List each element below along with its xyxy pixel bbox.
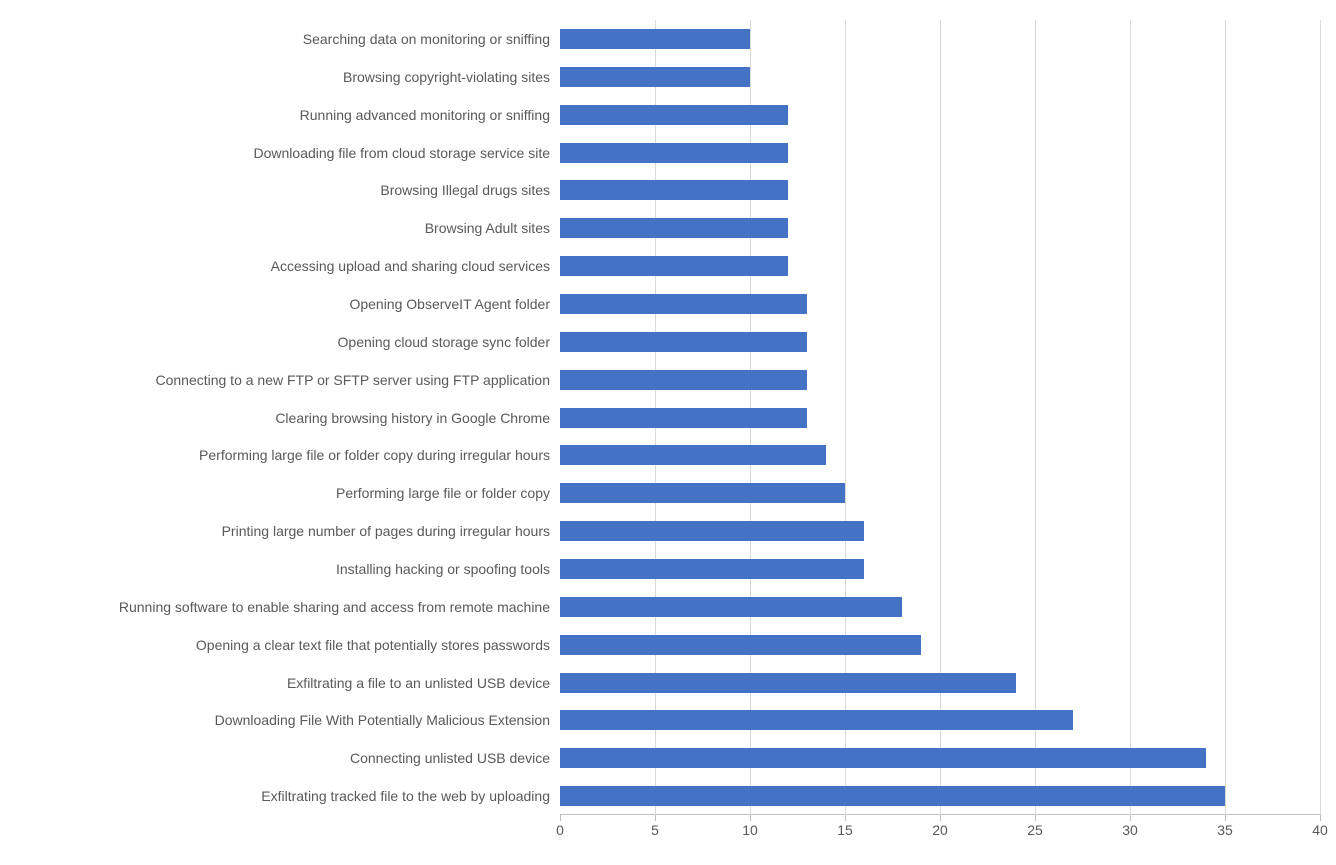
y-category-label: Performing large file or folder copy dur… [199, 445, 550, 465]
bar [560, 521, 864, 541]
bar [560, 143, 788, 163]
y-category-label: Connecting to a new FTP or SFTP server u… [155, 370, 550, 390]
x-tick-label: 0 [556, 822, 564, 838]
gridline [1035, 20, 1036, 815]
x-tick-label: 10 [742, 822, 758, 838]
x-tick-mark [845, 815, 846, 821]
x-tick-mark [1225, 815, 1226, 821]
x-tick-label: 25 [1027, 822, 1043, 838]
bar-chart: 0 5 10 15 20 25 30 35 40 Searching data on monito… [0, 0, 1336, 865]
bar [560, 105, 788, 125]
gridline [1320, 20, 1321, 815]
y-category-label: Opening ObserveIT Agent folder [349, 294, 550, 314]
x-tick-mark [560, 815, 561, 821]
x-tick-label: 20 [932, 822, 948, 838]
y-category-label: Exfiltrating a file to an unlisted USB d… [287, 673, 550, 693]
y-category-label: Browsing copyright-violating sites [343, 67, 550, 87]
y-category-label: Accessing upload and sharing cloud servi… [271, 256, 550, 276]
x-tick-mark [1320, 815, 1321, 821]
x-tick-label: 35 [1217, 822, 1233, 838]
y-category-label: Running advanced monitoring or sniffing [300, 105, 550, 125]
bar [560, 635, 921, 655]
y-category-label: Installing hacking or spoofing tools [336, 559, 550, 579]
bar [560, 748, 1206, 768]
y-category-label: Running software to enable sharing and a… [119, 597, 550, 617]
bar [560, 559, 864, 579]
y-category-label: Downloading File With Potentially Malici… [215, 710, 550, 730]
bar [560, 294, 807, 314]
y-category-label: Connecting unlisted USB device [350, 748, 550, 768]
bar [560, 370, 807, 390]
bar [560, 218, 788, 238]
x-tick-mark [940, 815, 941, 821]
bar [560, 597, 902, 617]
bar [560, 710, 1073, 730]
y-category-label: Exfiltrating tracked file to the web by … [261, 786, 550, 806]
y-category-label: Opening cloud storage sync folder [338, 332, 550, 352]
y-category-label: Opening a clear text file that potential… [196, 635, 550, 655]
x-tick-mark [1035, 815, 1036, 821]
bar [560, 180, 788, 200]
gridline [1130, 20, 1131, 815]
y-category-label: Browsing Illegal drugs sites [380, 180, 550, 200]
bar [560, 673, 1016, 693]
y-category-label: Clearing browsing history in Google Chro… [275, 408, 550, 428]
bar [560, 256, 788, 276]
bar [560, 445, 826, 465]
x-tick-mark [655, 815, 656, 821]
x-tick-mark [1130, 815, 1131, 821]
x-tick-label: 15 [837, 822, 853, 838]
bar [560, 29, 750, 49]
y-category-label: Printing large number of pages during ir… [222, 521, 550, 541]
x-tick-mark [750, 815, 751, 821]
y-category-label: Searching data on monitoring or sniffing [303, 29, 550, 49]
bar [560, 786, 1225, 806]
gridline [940, 20, 941, 815]
bar [560, 483, 845, 503]
x-tick-label: 5 [651, 822, 659, 838]
bar [560, 67, 750, 87]
x-tick-label: 40 [1312, 822, 1328, 838]
y-category-label: Performing large file or folder copy [336, 483, 550, 503]
gridline [1225, 20, 1226, 815]
y-category-label: Downloading file from cloud storage serv… [254, 143, 550, 163]
plot-area [560, 20, 1320, 815]
bar [560, 332, 807, 352]
bar [560, 408, 807, 428]
x-tick-label: 30 [1122, 822, 1138, 838]
y-category-label: Browsing Adult sites [425, 218, 550, 238]
gridline [845, 20, 846, 815]
